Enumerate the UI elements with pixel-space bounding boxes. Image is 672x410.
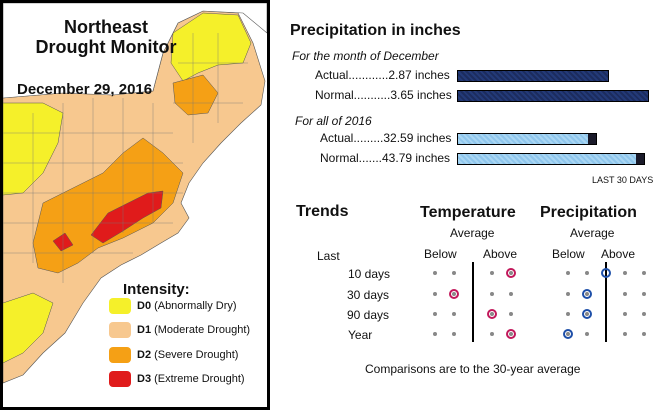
legend-title: Intensity: xyxy=(123,281,190,298)
legend-item-d3: D3 (Extreme Drought) xyxy=(109,369,245,389)
grid-dot xyxy=(490,332,494,336)
bar-year-actual xyxy=(457,133,597,145)
grid-dot xyxy=(585,271,589,275)
precip-average-label: Average xyxy=(570,226,615,240)
last-30-days-label: LAST 30 DAYS xyxy=(592,175,654,185)
grid-dot xyxy=(490,292,494,296)
zone-d0-south xyxy=(3,292,54,364)
legend-swatch-d3 xyxy=(109,371,131,387)
legend-code: D3 xyxy=(137,373,152,385)
last-label: Last xyxy=(317,249,340,263)
precip-above-label: Above xyxy=(601,247,636,261)
legend-desc: (Extreme Drought) xyxy=(154,373,245,385)
grid-dot xyxy=(433,271,437,275)
legend-swatch-d0 xyxy=(109,298,131,314)
map-title-line1: Northeast xyxy=(63,17,148,37)
map-date: December 29, 2016 xyxy=(17,81,153,98)
legend-swatch-d1 xyxy=(109,322,131,338)
temperature-marker xyxy=(506,268,516,278)
comparison-footnote: Comparisons are to the 30-year average xyxy=(365,362,581,376)
grid-dot xyxy=(433,312,437,316)
legend-code: D2 xyxy=(137,349,152,361)
temp-above-label: Above xyxy=(483,247,518,261)
row-label-year: Year xyxy=(348,328,373,342)
legend-swatch-d2 xyxy=(109,347,131,363)
legend-code: D0 xyxy=(137,300,152,312)
grid-dot xyxy=(566,312,570,316)
map-title-line2: Drought Monitor xyxy=(35,37,177,57)
row-label-30-days: 30 days xyxy=(347,288,390,302)
precipitation-header: Precipitation xyxy=(540,204,637,221)
grid-dot xyxy=(566,271,570,275)
grid-dot xyxy=(452,271,456,275)
grid-dot xyxy=(490,271,494,275)
grid-dot xyxy=(623,292,627,296)
legend-code: D1 xyxy=(137,324,152,336)
temp-average-label: Average xyxy=(450,226,495,240)
temp-below-label: Below xyxy=(424,247,457,261)
grid-dot xyxy=(642,332,646,336)
grid-dot xyxy=(642,292,646,296)
grid-dot xyxy=(509,292,513,296)
grid-dot xyxy=(623,332,627,336)
precipitation-marker xyxy=(563,329,573,339)
grid-dot xyxy=(509,312,513,316)
december-actual-label: Actual............2.87 inches xyxy=(315,68,450,82)
precip-below-label: Below xyxy=(552,247,585,261)
legend-desc: (Severe Drought) xyxy=(154,349,239,361)
year-actual-label: Actual.........32.59 inches xyxy=(320,131,452,145)
precipitation-marker xyxy=(582,289,592,299)
row-label-10-days: 10 days xyxy=(348,267,391,281)
bar-december-actual xyxy=(457,70,609,82)
december-normal-label: Normal...........3.65 inches xyxy=(315,88,452,102)
temperature-marker xyxy=(449,289,459,299)
drought-map xyxy=(3,3,267,407)
legend-item-d1: D1 (Moderate Drought) xyxy=(109,320,250,340)
zone-d0-maine xyxy=(170,12,252,82)
row-label-90-days: 90 days xyxy=(347,308,390,322)
bar-december-normal xyxy=(457,90,649,102)
year-normal-label: Normal.......43.79 inches xyxy=(320,151,451,165)
grid-dot xyxy=(585,332,589,336)
temperature-marker xyxy=(487,309,497,319)
grid-dot xyxy=(642,312,646,316)
precipitation-marker xyxy=(582,309,592,319)
legend-item-d0: D0 (Abnormally Dry) xyxy=(109,296,237,316)
precipitation-marker xyxy=(601,268,611,278)
grid-dot xyxy=(433,292,437,296)
grid-dot xyxy=(623,312,627,316)
legend-desc: (Abnormally Dry) xyxy=(154,300,237,312)
year-label: For all of 2016 xyxy=(295,114,372,128)
precip-title: Precipitation in inches xyxy=(290,22,461,39)
zone-d3 xyxy=(90,190,164,244)
grid-dot xyxy=(566,292,570,296)
legend-desc: (Moderate Drought) xyxy=(154,324,251,336)
legend-item-d2: D2 (Severe Drought) xyxy=(109,345,238,365)
temperature-header: Temperature xyxy=(420,204,516,221)
temp-average-line xyxy=(472,262,474,342)
grid-dot xyxy=(433,332,437,336)
grid-dot xyxy=(452,312,456,316)
trends-title: Trends xyxy=(296,203,349,220)
temperature-marker xyxy=(506,329,516,339)
drought-map-panel: Northeast Drought Monitor December 29, 2… xyxy=(0,0,270,410)
bar-year-normal xyxy=(457,153,645,165)
december-label: For the month of December xyxy=(292,49,439,63)
grid-dot xyxy=(452,332,456,336)
precip-average-line xyxy=(605,262,607,342)
grid-dot xyxy=(642,271,646,275)
grid-dot xyxy=(623,271,627,275)
